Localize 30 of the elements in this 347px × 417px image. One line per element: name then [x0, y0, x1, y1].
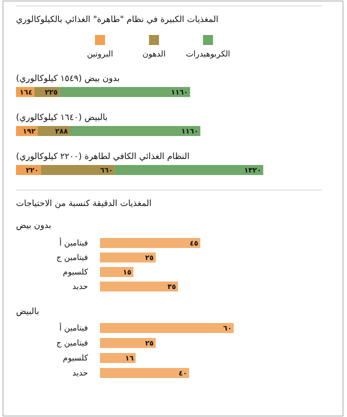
bar — [100, 323, 234, 333]
y-tick-label: كلسيوم — [62, 354, 88, 362]
y-tick-label: فيتامين ج — [56, 253, 88, 262]
text: بالبيض — [16, 307, 40, 317]
bar — [100, 252, 156, 262]
y-tick-label: حديد — [72, 368, 88, 378]
bar — [114, 165, 264, 175]
y-tick-label: حديد — [72, 282, 88, 291]
y-tick-label: النظام الغذائي الكافي لطاهرة (٢٢٠٠ كيلوكالوري) — [16, 152, 190, 162]
legend-label: الكربوهيدرات — [186, 50, 230, 58]
chart-subtitle: بدون بيض — [16, 221, 52, 231]
bar — [100, 353, 136, 363]
y-tick-label: بدون بيض (١٥٤٩ كيلوكالوري) — [16, 74, 120, 84]
chart-title: المغذيات الدقيقة كنسبة من الاحتياجات — [16, 199, 152, 209]
bar — [100, 368, 190, 378]
bar — [100, 282, 178, 292]
y-tick-label: فيتامين ج — [56, 338, 88, 348]
y-tick-label: بالبيض (١٦٤٠ كيلوكالوري) — [16, 113, 108, 123]
y-tick-label: فيتامين أ — [59, 322, 88, 332]
bar — [60, 87, 190, 97]
bar — [40, 165, 115, 175]
bar — [70, 126, 200, 136]
bar — [100, 238, 200, 248]
bar — [100, 338, 156, 348]
legend-label: الدهون — [142, 50, 166, 58]
y-tick-label: كلسيوم — [62, 268, 88, 276]
bar — [100, 267, 134, 277]
legend-label: البروتين — [86, 50, 114, 58]
chart-title: المغذيات الكبيرة في نظام "طاهرة" الغذائي بالكيلوكالوري — [16, 15, 218, 25]
y-tick-label: فيتامين أ — [59, 238, 88, 248]
